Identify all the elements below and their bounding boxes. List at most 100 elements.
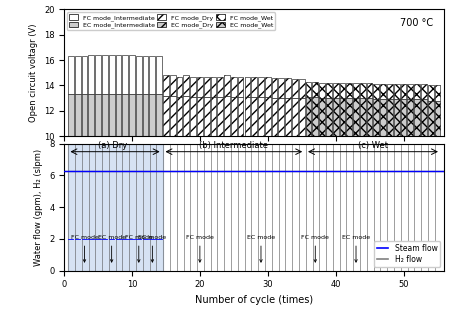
Bar	[238, 97, 244, 136]
Bar	[170, 75, 175, 95]
Bar	[367, 98, 372, 136]
Bar	[156, 56, 162, 94]
Bar	[305, 97, 311, 136]
Bar	[339, 83, 345, 98]
Bar	[333, 83, 338, 98]
Bar	[177, 97, 182, 136]
Y-axis label: Water flow (gpm), H₂ (slpm): Water flow (gpm), H₂ (slpm)	[34, 149, 44, 266]
Bar	[218, 97, 223, 136]
Text: EC mode: EC mode	[98, 235, 125, 262]
Bar	[163, 95, 169, 136]
Bar	[204, 77, 210, 97]
Text: FC mode: FC mode	[125, 235, 153, 262]
Text: FC mode: FC mode	[186, 235, 214, 262]
Bar	[163, 75, 169, 95]
Bar	[143, 94, 148, 136]
Bar	[278, 98, 284, 136]
Bar	[75, 94, 81, 136]
Bar	[408, 84, 413, 100]
Bar	[149, 94, 155, 136]
Bar	[401, 84, 406, 100]
Bar	[435, 101, 440, 136]
Bar	[278, 78, 284, 98]
Bar	[312, 81, 318, 97]
Bar	[408, 100, 413, 136]
Bar	[95, 94, 101, 136]
Bar	[414, 100, 420, 136]
Text: (b) Intermediate: (b) Intermediate	[199, 141, 268, 150]
Bar	[197, 77, 203, 97]
Bar	[82, 56, 87, 94]
Bar	[211, 97, 216, 136]
X-axis label: Number of cycle (times): Number of cycle (times)	[195, 295, 313, 305]
Bar	[88, 55, 94, 94]
Bar	[82, 94, 87, 136]
Bar	[136, 94, 142, 136]
Bar	[387, 84, 393, 100]
Bar	[122, 55, 128, 94]
Bar	[380, 84, 386, 100]
Text: EC mode: EC mode	[138, 235, 166, 262]
Bar	[312, 97, 318, 136]
Bar	[373, 84, 379, 100]
Bar	[265, 77, 271, 97]
Bar	[319, 83, 325, 98]
Bar	[414, 84, 420, 100]
Text: 700 °C: 700 °C	[400, 18, 433, 28]
Bar	[360, 98, 365, 136]
Bar	[109, 94, 114, 136]
Bar	[258, 77, 264, 97]
Bar	[238, 77, 244, 97]
Bar	[224, 75, 230, 95]
Text: EC mode: EC mode	[342, 235, 370, 262]
Bar	[177, 77, 182, 97]
Bar	[129, 55, 135, 94]
Bar	[190, 77, 196, 97]
Bar	[285, 78, 291, 98]
Bar	[115, 94, 121, 136]
Bar	[353, 98, 359, 136]
Bar	[143, 56, 148, 94]
Bar	[394, 84, 400, 100]
Bar	[258, 97, 264, 136]
Bar	[211, 77, 216, 97]
Y-axis label: Open circuit voltagr (V): Open circuit voltagr (V)	[29, 24, 38, 122]
Bar	[339, 98, 345, 136]
Bar	[380, 100, 386, 136]
Bar	[265, 97, 271, 136]
Bar	[129, 94, 135, 136]
Bar	[401, 100, 406, 136]
Bar	[305, 81, 311, 97]
Bar	[170, 95, 175, 136]
Bar	[435, 86, 440, 101]
Bar	[272, 78, 278, 98]
Text: FC mode: FC mode	[301, 235, 329, 262]
Bar	[421, 100, 427, 136]
Bar	[272, 98, 278, 136]
Bar	[251, 97, 257, 136]
Bar	[102, 94, 108, 136]
Bar	[373, 100, 379, 136]
Bar	[428, 86, 434, 101]
Text: (c) Wet: (c) Wet	[358, 141, 388, 150]
Bar	[231, 77, 237, 97]
Bar	[67, 144, 163, 271]
Legend: Steam flow, H₂ flow: Steam flow, H₂ flow	[374, 241, 441, 267]
Bar	[102, 55, 108, 94]
Bar	[183, 75, 189, 95]
Bar	[319, 98, 325, 136]
Bar	[326, 98, 332, 136]
Bar	[299, 79, 305, 98]
Bar	[387, 100, 393, 136]
Bar	[285, 98, 291, 136]
Bar	[68, 56, 74, 94]
Bar	[333, 98, 338, 136]
Bar	[224, 95, 230, 136]
Bar	[394, 100, 400, 136]
Bar	[245, 97, 250, 136]
Bar	[428, 101, 434, 136]
Bar	[115, 55, 121, 94]
Bar	[245, 77, 250, 97]
Bar	[183, 95, 189, 136]
Text: (a) Dry: (a) Dry	[98, 141, 128, 150]
